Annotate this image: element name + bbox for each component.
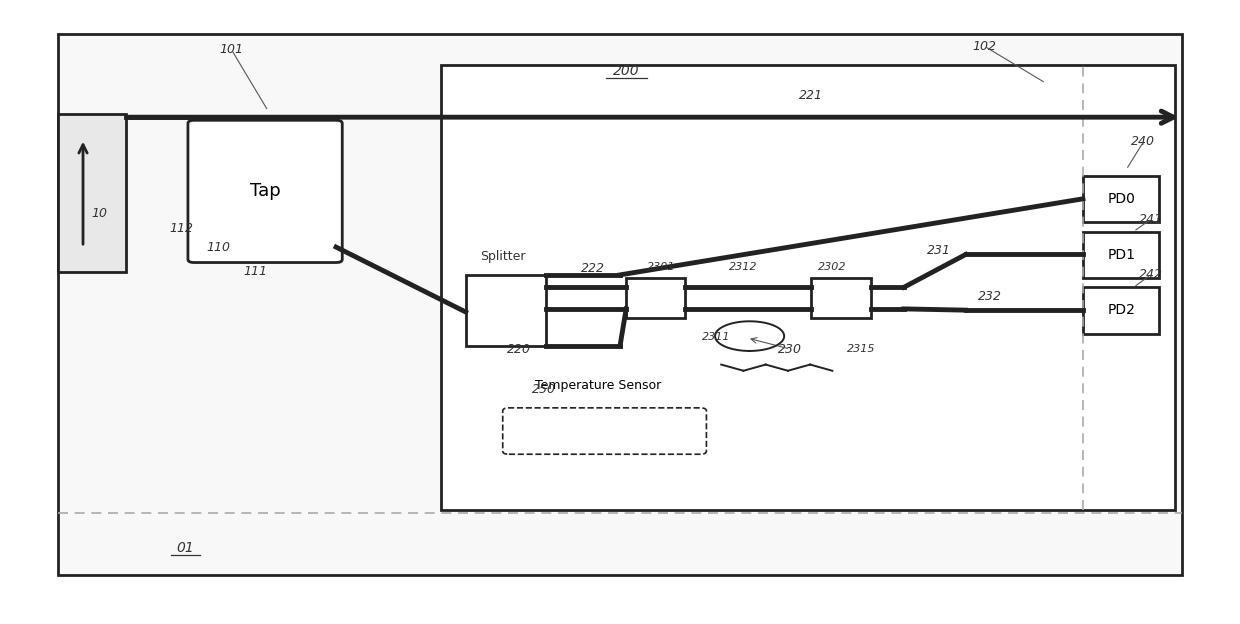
FancyBboxPatch shape — [502, 408, 707, 454]
Bar — [58, 114, 126, 272]
Bar — [1083, 232, 1159, 278]
Bar — [1083, 287, 1159, 334]
Text: 230: 230 — [779, 343, 802, 356]
Text: 2301: 2301 — [646, 263, 675, 273]
Text: 01: 01 — [176, 541, 195, 555]
Bar — [466, 275, 546, 346]
Text: 221: 221 — [800, 89, 823, 102]
Bar — [58, 34, 1182, 575]
Text: 111: 111 — [244, 265, 268, 278]
Text: 241: 241 — [1138, 213, 1163, 226]
Text: PD2: PD2 — [1107, 303, 1135, 318]
Text: 232: 232 — [978, 290, 1002, 303]
Text: 240: 240 — [1131, 135, 1156, 149]
Text: PD1: PD1 — [1107, 248, 1135, 262]
Text: 2311: 2311 — [702, 332, 730, 342]
Bar — [626, 278, 686, 318]
Text: 200: 200 — [613, 64, 640, 78]
Text: Splitter: Splitter — [480, 250, 526, 263]
Text: Tap: Tap — [249, 182, 280, 200]
Text: 110: 110 — [207, 241, 231, 253]
Text: 10: 10 — [91, 207, 107, 220]
Text: 2302: 2302 — [818, 263, 847, 273]
Bar — [811, 278, 870, 318]
Text: 222: 222 — [580, 262, 605, 275]
Text: 2315: 2315 — [847, 344, 875, 354]
FancyBboxPatch shape — [188, 120, 342, 263]
Text: 2312: 2312 — [729, 263, 758, 273]
Text: 242: 242 — [1138, 268, 1163, 281]
Text: 101: 101 — [219, 42, 243, 56]
Text: Temperature Sensor: Temperature Sensor — [536, 379, 661, 392]
Text: 231: 231 — [926, 243, 951, 256]
Bar — [1083, 176, 1159, 222]
Text: 112: 112 — [170, 222, 193, 235]
Bar — [441, 65, 1176, 510]
Text: PD0: PD0 — [1107, 192, 1135, 206]
Text: 250: 250 — [532, 383, 556, 396]
Text: 220: 220 — [507, 343, 531, 356]
Text: 102: 102 — [972, 39, 996, 52]
